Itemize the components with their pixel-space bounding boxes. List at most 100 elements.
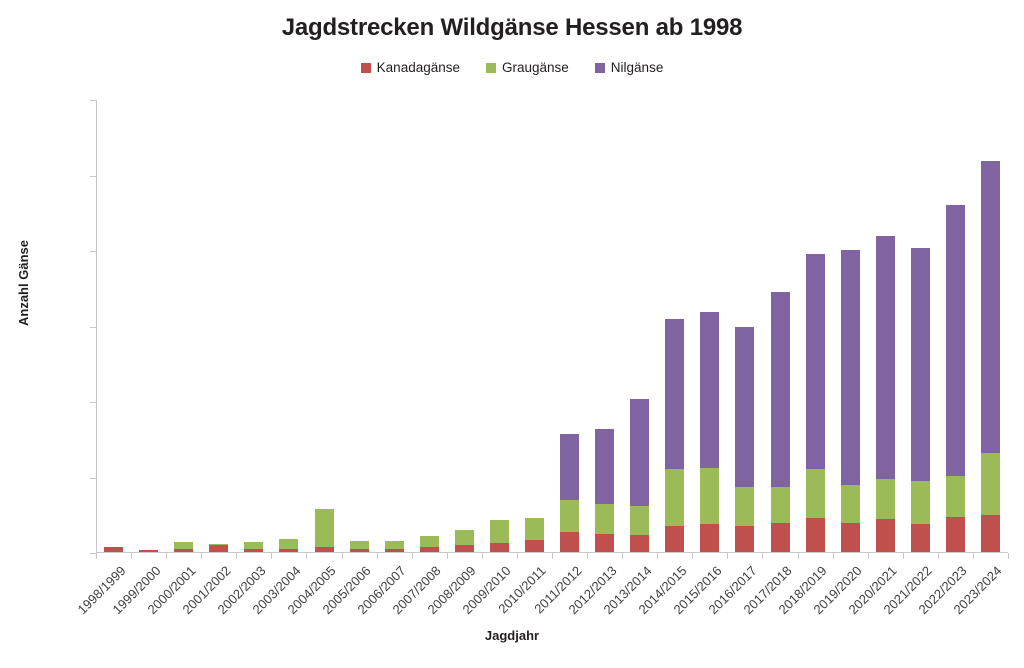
bar-segment-kanadagaense[interactable]	[314, 547, 334, 552]
bar-segment-nilgaense[interactable]	[945, 205, 965, 477]
bar-segment-graugaense[interactable]	[349, 540, 369, 549]
bar-segment-kanadagaense[interactable]	[840, 522, 860, 552]
bar-segment-graugaense[interactable]	[384, 540, 404, 550]
bar-segment-nilgaense[interactable]	[770, 291, 790, 487]
bar-group[interactable]	[384, 540, 404, 552]
x-tick-mark	[587, 553, 589, 559]
bar-group[interactable]	[595, 428, 615, 552]
bar-segment-graugaense[interactable]	[595, 504, 615, 534]
bar-group[interactable]	[524, 517, 544, 552]
bar-segment-graugaense[interactable]	[910, 480, 930, 524]
bar-segment-graugaense[interactable]	[700, 467, 720, 524]
bar-segment-graugaense[interactable]	[174, 542, 194, 549]
bar-segment-graugaense[interactable]	[630, 505, 650, 536]
bar-segment-kanadagaense[interactable]	[454, 544, 474, 552]
bar-segment-kanadagaense[interactable]	[770, 522, 790, 552]
bar-segment-kanadagaense[interactable]	[805, 517, 825, 552]
bar-group[interactable]	[419, 535, 439, 552]
x-tick-mark	[166, 553, 168, 559]
bar-segment-nilgaense[interactable]	[840, 250, 860, 485]
legend-entry: Kanadagänse	[360, 60, 460, 75]
bar-segment-graugaense[interactable]	[805, 468, 825, 518]
bar-segment-nilgaense[interactable]	[560, 434, 580, 500]
bar-segment-kanadagaense[interactable]	[489, 542, 509, 552]
bar-group[interactable]	[770, 291, 790, 552]
bar-segment-kanadagaense[interactable]	[279, 548, 299, 552]
bar-segment-nilgaense[interactable]	[735, 327, 755, 487]
bar-segment-nilgaense[interactable]	[700, 312, 720, 468]
bar-segment-graugaense[interactable]	[489, 520, 509, 543]
bar-group[interactable]	[875, 236, 895, 552]
bar-segment-nilgaense[interactable]	[980, 160, 1000, 454]
bar-segment-graugaense[interactable]	[560, 499, 580, 533]
bar-segment-kanadagaense[interactable]	[524, 539, 544, 552]
bar-group[interactable]	[700, 312, 720, 552]
bar-group[interactable]	[489, 520, 509, 552]
bar-segment-graugaense[interactable]	[454, 529, 474, 545]
bar-segment-kanadagaense[interactable]	[174, 548, 194, 552]
bar-segment-kanadagaense[interactable]	[104, 547, 124, 552]
bar-segment-graugaense[interactable]	[209, 543, 229, 545]
bar-group[interactable]	[314, 508, 334, 552]
bar-group[interactable]	[349, 540, 369, 552]
y-tick-mark	[90, 175, 96, 177]
bar-segment-graugaense[interactable]	[665, 468, 685, 526]
legend-entry: Graugänse	[486, 60, 569, 75]
bar-group[interactable]	[945, 205, 965, 552]
bar-segment-kanadagaense[interactable]	[945, 516, 965, 552]
bar-group[interactable]	[209, 543, 229, 552]
bar-group[interactable]	[454, 529, 474, 552]
bar-group[interactable]	[560, 434, 580, 552]
bar-segment-kanadagaense[interactable]	[700, 523, 720, 552]
bar-segment-kanadagaense[interactable]	[875, 519, 895, 552]
bar-segment-nilgaense[interactable]	[630, 398, 650, 506]
bar-segment-nilgaense[interactable]	[910, 248, 930, 481]
bar-segment-kanadagaense[interactable]	[419, 547, 439, 552]
bar-group[interactable]	[630, 398, 650, 552]
bar-segment-graugaense[interactable]	[875, 479, 895, 520]
bar-group[interactable]	[665, 319, 685, 552]
bar-group[interactable]	[244, 542, 264, 552]
bar-segment-graugaense[interactable]	[244, 542, 264, 550]
bar-segment-graugaense[interactable]	[735, 486, 755, 526]
bar-segment-kanadagaense[interactable]	[910, 523, 930, 552]
bar-segment-kanadagaense[interactable]	[735, 525, 755, 552]
bar-segment-kanadagaense[interactable]	[595, 533, 615, 552]
bar-group[interactable]	[279, 539, 299, 552]
x-tick-mark	[622, 553, 624, 559]
y-tick-mark	[90, 326, 96, 328]
bar-segment-kanadagaense[interactable]	[384, 549, 404, 552]
bar-segment-nilgaense[interactable]	[665, 319, 685, 469]
bar-segment-kanadagaense[interactable]	[244, 549, 264, 552]
bar-segment-graugaense[interactable]	[419, 535, 439, 548]
bar-segment-nilgaense[interactable]	[875, 236, 895, 480]
bar-segment-graugaense[interactable]	[980, 453, 1000, 516]
bar-segment-graugaense[interactable]	[945, 476, 965, 517]
bar-group[interactable]	[139, 550, 159, 552]
bar-segment-kanadagaense[interactable]	[349, 548, 369, 552]
bar-group[interactable]	[104, 547, 124, 552]
bar-segment-kanadagaense[interactable]	[665, 525, 685, 552]
bar-segment-graugaense[interactable]	[279, 539, 299, 549]
bar-group[interactable]	[980, 160, 1000, 552]
bar-segment-graugaense[interactable]	[770, 486, 790, 523]
legend-swatch-icon	[360, 62, 371, 73]
x-tick-mark	[201, 553, 203, 559]
bar-segment-kanadagaense[interactable]	[560, 532, 580, 552]
bar-segment-kanadagaense[interactable]	[630, 535, 650, 552]
bar-group[interactable]	[735, 327, 755, 552]
bar-group[interactable]	[174, 542, 194, 552]
bar-segment-graugaense[interactable]	[314, 508, 334, 548]
bar-segment-kanadagaense[interactable]	[209, 544, 229, 552]
bar-group[interactable]	[910, 248, 930, 552]
bar-segment-graugaense[interactable]	[840, 484, 860, 523]
bar-segment-kanadagaense[interactable]	[139, 550, 159, 552]
bar-segment-nilgaense[interactable]	[595, 428, 615, 505]
bar-group[interactable]	[805, 254, 825, 552]
bar-segment-nilgaense[interactable]	[805, 254, 825, 469]
bar-segment-graugaense[interactable]	[524, 517, 544, 540]
bar-segment-kanadagaense[interactable]	[980, 515, 1000, 552]
x-tick-mark	[867, 553, 869, 559]
bar-group[interactable]	[840, 250, 860, 552]
x-tick-mark	[692, 553, 694, 559]
